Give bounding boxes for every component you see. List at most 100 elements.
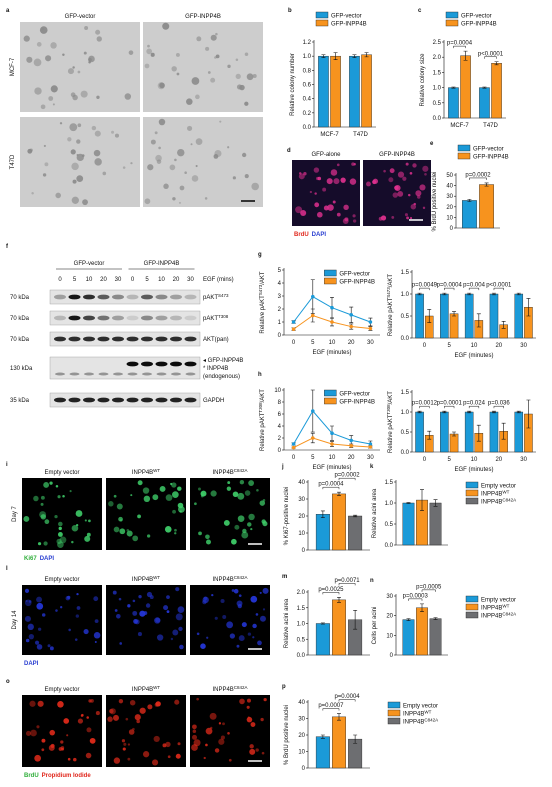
column-header: Empty vector bbox=[44, 687, 79, 693]
x-tick-label: 10 bbox=[471, 457, 478, 463]
legend-swatch bbox=[457, 152, 471, 160]
error-bar bbox=[442, 410, 447, 414]
cell bbox=[111, 130, 115, 134]
y-tick-label: 10 bbox=[274, 388, 281, 394]
y-tick-label: 2.0 bbox=[297, 590, 306, 596]
cell bbox=[60, 606, 63, 609]
cell bbox=[246, 73, 254, 81]
group-header: GFP-INPP4B bbox=[144, 261, 180, 267]
error-bar bbox=[452, 311, 457, 317]
cell bbox=[244, 52, 249, 56]
band bbox=[142, 372, 152, 376]
y-tick-label: 0.2 bbox=[303, 111, 312, 117]
error-bar bbox=[417, 410, 422, 414]
cell bbox=[227, 481, 231, 485]
cell bbox=[71, 196, 80, 204]
legend-swatch bbox=[315, 11, 329, 19]
error-bar bbox=[467, 292, 472, 296]
cell bbox=[397, 171, 405, 178]
x-tick-label: 0 bbox=[423, 457, 427, 463]
legend-swatch bbox=[324, 277, 337, 285]
cell bbox=[29, 700, 36, 707]
panel-label: o bbox=[6, 679, 10, 685]
cell bbox=[218, 722, 222, 725]
x-tick-label: 10 bbox=[471, 343, 478, 349]
cell bbox=[72, 179, 77, 184]
cell bbox=[80, 714, 84, 718]
cell bbox=[143, 495, 151, 503]
x-tick-label: 0 bbox=[292, 340, 296, 346]
band-label: AKT(pan) bbox=[203, 337, 229, 343]
column-header: INPP4BC842A bbox=[212, 685, 247, 694]
cell bbox=[155, 154, 162, 162]
stain-legend: Ki67 DAPI bbox=[24, 556, 54, 562]
cell bbox=[372, 178, 379, 184]
y-tick-label: 30 bbox=[386, 594, 393, 600]
stain-name: DAPI bbox=[24, 661, 39, 667]
error-bar bbox=[526, 399, 531, 429]
legend-label: GFP-INPP4B bbox=[339, 399, 375, 405]
cell bbox=[232, 491, 239, 498]
cell bbox=[388, 177, 394, 183]
bar bbox=[514, 293, 524, 339]
legend-label: GFP-INPP4B bbox=[331, 21, 367, 27]
blot-strip bbox=[49, 392, 201, 408]
p-value: p=0.0012 bbox=[412, 401, 438, 407]
cell bbox=[179, 644, 184, 650]
lane-label: 30 bbox=[187, 277, 194, 283]
stain-name: DAPI bbox=[40, 556, 55, 562]
x-tick-label: 20 bbox=[348, 340, 355, 346]
y-axis-label: Relative pAKTS473/AKT bbox=[258, 271, 267, 334]
band bbox=[112, 294, 124, 300]
superscript: C842A bbox=[502, 611, 516, 616]
superscript: S473 bbox=[386, 287, 391, 298]
error-bar bbox=[491, 292, 496, 296]
cell bbox=[57, 495, 61, 499]
cell bbox=[222, 615, 227, 619]
x-axis-label: EGF (minutes) bbox=[312, 350, 351, 356]
cell bbox=[203, 756, 206, 760]
legend-swatch bbox=[387, 709, 401, 717]
cell bbox=[248, 480, 255, 486]
band bbox=[126, 336, 139, 342]
lane-label: 10 bbox=[86, 277, 93, 283]
x-axis-label: EGF (minutes) bbox=[454, 353, 493, 359]
cell bbox=[94, 619, 99, 624]
cell bbox=[84, 535, 91, 542]
y-tick-label: 1.0 bbox=[303, 54, 312, 60]
cell bbox=[402, 176, 407, 181]
lane-label: 30 bbox=[115, 277, 122, 283]
legend-label: Empty vector bbox=[481, 483, 516, 489]
x-tick-label: 5 bbox=[311, 340, 315, 346]
marker bbox=[311, 313, 315, 318]
x-tick-label: 0 bbox=[292, 455, 296, 461]
legend-swatch bbox=[387, 701, 401, 709]
p-value: p=0.0025 bbox=[318, 587, 344, 593]
cell bbox=[132, 599, 136, 603]
cell bbox=[41, 738, 46, 743]
cell bbox=[158, 146, 161, 150]
cell bbox=[121, 739, 126, 743]
cell bbox=[146, 48, 153, 55]
bar bbox=[332, 493, 346, 551]
cell bbox=[69, 490, 72, 493]
cell bbox=[27, 148, 33, 154]
cell bbox=[195, 94, 200, 100]
cell bbox=[45, 55, 52, 62]
cell bbox=[262, 608, 266, 611]
cell bbox=[134, 714, 141, 721]
lane-label: 10 bbox=[158, 277, 165, 283]
marker bbox=[368, 442, 373, 446]
cell bbox=[215, 32, 218, 36]
cell bbox=[150, 139, 156, 145]
cell bbox=[366, 181, 371, 187]
stain-name: Ki67 bbox=[24, 556, 37, 562]
cell bbox=[36, 644, 43, 650]
cell bbox=[223, 519, 230, 526]
cell bbox=[49, 481, 53, 485]
cell bbox=[123, 742, 127, 746]
band bbox=[155, 336, 168, 342]
cell bbox=[314, 202, 320, 208]
cell bbox=[172, 197, 176, 201]
panel-label: l bbox=[6, 566, 8, 572]
